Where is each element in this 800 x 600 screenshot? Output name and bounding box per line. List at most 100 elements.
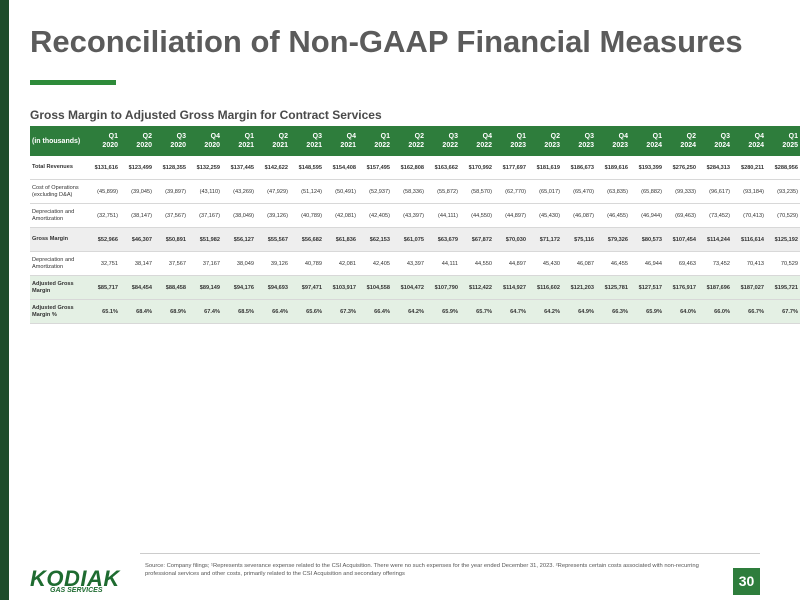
cell: 66.4% bbox=[358, 299, 392, 324]
row-label: Gross Margin bbox=[30, 227, 86, 252]
cell: $112,422 bbox=[460, 275, 494, 300]
table-row: Adjusted Gross Margin $85,717 $84,454 $88,4… bbox=[30, 275, 800, 300]
quarter: Q4 bbox=[754, 133, 764, 140]
cell: (38,147) bbox=[120, 203, 154, 228]
cell: (65,882) bbox=[630, 179, 664, 204]
table-row: Depreciation and Amortization 32,751 38,14… bbox=[30, 251, 800, 276]
cell: (62,770) bbox=[494, 179, 528, 204]
cell: $284,313 bbox=[698, 156, 732, 180]
cell: 42,081 bbox=[324, 251, 358, 276]
cell: (46,087) bbox=[562, 203, 596, 228]
table-row: Total Revenues $131,616 $123,499 $128,355 $1… bbox=[30, 156, 800, 180]
cell: 64.7% bbox=[494, 299, 528, 324]
year: 2020 bbox=[170, 142, 186, 149]
cell: (70,529) bbox=[766, 203, 800, 228]
quarter: Q3 bbox=[176, 133, 186, 140]
cell: $131,616 bbox=[86, 156, 120, 180]
column-header: Q4 2021 bbox=[324, 126, 358, 156]
cell: $127,517 bbox=[630, 275, 664, 300]
reconciliation-table: (in thousands) Q1 2020 Q2 2020 Q3 2020 Q4 2020 Q1… bbox=[30, 126, 800, 324]
cell: 46,455 bbox=[596, 251, 630, 276]
cell: 43,397 bbox=[392, 251, 426, 276]
cell: 66.7% bbox=[732, 299, 766, 324]
cell: $186,673 bbox=[562, 156, 596, 180]
column-header: Q1 2024 bbox=[630, 126, 664, 156]
cell: (51,124) bbox=[290, 179, 324, 204]
cell: 37,167 bbox=[188, 251, 222, 276]
quarter: Q4 bbox=[210, 133, 220, 140]
quarter: Q1 bbox=[788, 133, 798, 140]
cell: 68.9% bbox=[154, 299, 188, 324]
header-row: (in thousands) Q1 2020 Q2 2020 Q3 2020 Q4 2020 Q1… bbox=[30, 126, 800, 156]
cell: (65,470) bbox=[562, 179, 596, 204]
cell: (58,336) bbox=[392, 179, 426, 204]
cell: 37,567 bbox=[154, 251, 188, 276]
year: 2022 bbox=[408, 142, 424, 149]
cell: 38,049 bbox=[222, 251, 256, 276]
logo-subtitle: GAS SERVICES bbox=[50, 587, 103, 594]
column-header: Q2 2021 bbox=[256, 126, 290, 156]
quarter: Q3 bbox=[584, 133, 594, 140]
cell: $114,927 bbox=[494, 275, 528, 300]
cell: (39,045) bbox=[120, 179, 154, 204]
cell: $187,696 bbox=[698, 275, 732, 300]
cell: 73,452 bbox=[698, 251, 732, 276]
year: 2023 bbox=[544, 142, 560, 149]
quarter: Q1 bbox=[244, 133, 254, 140]
cell: $123,499 bbox=[120, 156, 154, 180]
quarter: Q3 bbox=[312, 133, 322, 140]
cell: $276,250 bbox=[664, 156, 698, 180]
cell: (40,789) bbox=[290, 203, 324, 228]
cell: (65,017) bbox=[528, 179, 562, 204]
cell: $125,781 bbox=[596, 275, 630, 300]
cell: (45,430) bbox=[528, 203, 562, 228]
cell: $116,602 bbox=[528, 275, 562, 300]
cell: (73,452) bbox=[698, 203, 732, 228]
cell: $103,917 bbox=[324, 275, 358, 300]
cell: $181,619 bbox=[528, 156, 562, 180]
year: 2020 bbox=[204, 142, 220, 149]
cell: (50,491) bbox=[324, 179, 358, 204]
cell: (45,899) bbox=[86, 179, 120, 204]
cell: $163,662 bbox=[426, 156, 460, 180]
cell: 65.1% bbox=[86, 299, 120, 324]
cell: $170,992 bbox=[460, 156, 494, 180]
cell: $50,891 bbox=[154, 227, 188, 252]
cell: $71,172 bbox=[528, 227, 562, 252]
cell: $177,697 bbox=[494, 156, 528, 180]
cell: $154,408 bbox=[324, 156, 358, 180]
corner-header: (in thousands) bbox=[30, 126, 86, 156]
column-header: Q3 2024 bbox=[698, 126, 732, 156]
table-row: Gross Margin $52,966 $46,307 $50,891 $51,982… bbox=[30, 227, 800, 252]
cell: 67.3% bbox=[324, 299, 358, 324]
quarter: Q4 bbox=[618, 133, 628, 140]
cell: $128,355 bbox=[154, 156, 188, 180]
cell: $162,808 bbox=[392, 156, 426, 180]
row-label: Depreciation and Amortization bbox=[30, 203, 86, 228]
year: 2023 bbox=[578, 142, 594, 149]
year: 2023 bbox=[612, 142, 628, 149]
cell: $75,116 bbox=[562, 227, 596, 252]
cell: $193,399 bbox=[630, 156, 664, 180]
cell: 64.2% bbox=[528, 299, 562, 324]
cell: 65.7% bbox=[460, 299, 494, 324]
cell: $88,458 bbox=[154, 275, 188, 300]
quarter: Q2 bbox=[686, 133, 696, 140]
cell: (32,751) bbox=[86, 203, 120, 228]
cell: $61,836 bbox=[324, 227, 358, 252]
cell: 39,126 bbox=[256, 251, 290, 276]
year: 2024 bbox=[748, 142, 764, 149]
cell: $189,616 bbox=[596, 156, 630, 180]
cell: (70,413) bbox=[732, 203, 766, 228]
quarter: Q3 bbox=[448, 133, 458, 140]
column-header: Q2 2020 bbox=[120, 126, 154, 156]
cell: $52,966 bbox=[86, 227, 120, 252]
year: 2020 bbox=[102, 142, 118, 149]
cell: (55,872) bbox=[426, 179, 460, 204]
cell: $137,445 bbox=[222, 156, 256, 180]
cell: $89,149 bbox=[188, 275, 222, 300]
cell: $104,558 bbox=[358, 275, 392, 300]
cell: $79,326 bbox=[596, 227, 630, 252]
cell: (37,167) bbox=[188, 203, 222, 228]
year: 2021 bbox=[340, 142, 356, 149]
